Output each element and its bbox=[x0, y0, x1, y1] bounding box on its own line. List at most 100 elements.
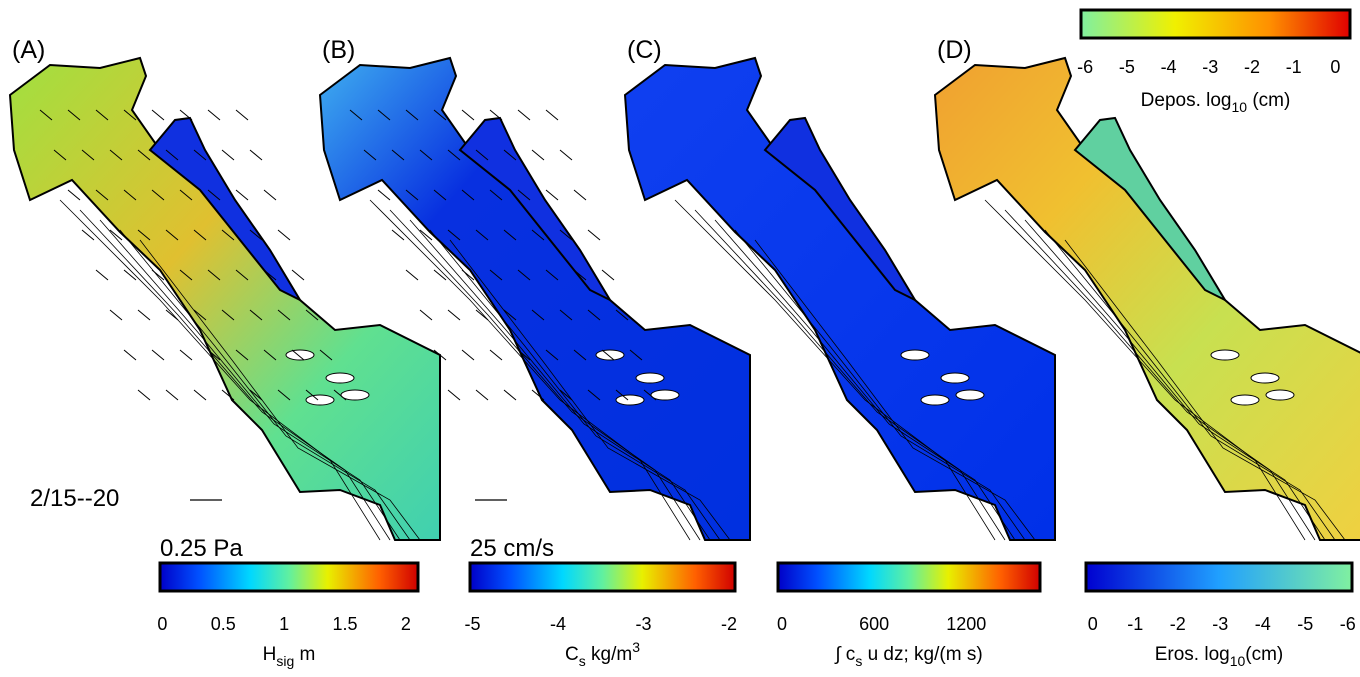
depth-contour bbox=[1044, 229, 1336, 541]
flow-arrow bbox=[95, 269, 109, 281]
colorbar-title: ∫ cs u dz; kg/(m s) bbox=[834, 644, 982, 669]
flow-arrow bbox=[95, 109, 109, 121]
flow-arrow bbox=[475, 389, 489, 401]
flow-arrow bbox=[531, 309, 545, 321]
depth-contour bbox=[984, 199, 1306, 541]
flow-arrow bbox=[207, 109, 221, 121]
flow-arrow bbox=[277, 389, 291, 401]
flow-arrow bbox=[319, 349, 333, 361]
flow-arrow bbox=[363, 149, 377, 161]
flow-arrow bbox=[235, 269, 249, 281]
flow-arrow bbox=[221, 309, 235, 321]
flow-arrow bbox=[489, 349, 503, 361]
title-part: 10 bbox=[1230, 653, 1246, 669]
colorbar-tick-label: 1 bbox=[279, 614, 289, 634]
island bbox=[635, 372, 665, 384]
flow-arrow bbox=[67, 189, 81, 201]
sea-area bbox=[318, 56, 751, 541]
colorbar-tick-label: -4 bbox=[1255, 614, 1271, 634]
flow-arrow bbox=[433, 189, 447, 201]
flow-arrow bbox=[517, 189, 531, 201]
flow-arrow bbox=[517, 349, 531, 361]
title-part: 10 bbox=[1232, 99, 1248, 115]
flow-arrow bbox=[179, 109, 193, 121]
flow-arrow bbox=[151, 349, 165, 361]
coast-islands bbox=[1073, 116, 1228, 303]
flow-arrow bbox=[489, 189, 503, 201]
coast-islands bbox=[763, 116, 918, 303]
flow-arrow bbox=[559, 309, 573, 321]
depth-contour bbox=[1024, 219, 1326, 541]
flow-arrow bbox=[573, 349, 587, 361]
coast-islands bbox=[148, 116, 303, 303]
flow-arrow bbox=[207, 189, 221, 201]
flow-arrow bbox=[419, 229, 433, 241]
sea-area bbox=[8, 56, 441, 541]
flow-arrow bbox=[489, 269, 503, 281]
flow-arrow bbox=[109, 309, 123, 321]
flow-arrow bbox=[249, 309, 263, 321]
depth-contour bbox=[409, 219, 711, 541]
flow-arrow bbox=[53, 149, 67, 161]
depth-contour bbox=[1064, 239, 1346, 541]
flow-arrow bbox=[545, 349, 559, 361]
colorbar-tick-label: -4 bbox=[550, 614, 566, 634]
depth-contour bbox=[449, 239, 731, 541]
map-panel bbox=[318, 56, 751, 541]
flow-arrow bbox=[559, 149, 573, 161]
scale-label: 25 cm/s bbox=[470, 535, 554, 562]
depth-contour bbox=[369, 199, 691, 541]
flow-arrow bbox=[123, 269, 137, 281]
island bbox=[1265, 389, 1295, 401]
colorbar-tick-label: -3 bbox=[1202, 57, 1218, 77]
title-part: C bbox=[565, 644, 579, 665]
flow-arrow bbox=[123, 189, 137, 201]
depth-contour bbox=[59, 199, 381, 541]
colorbar bbox=[1079, 8, 1352, 40]
depth-contour bbox=[1004, 209, 1316, 541]
flow-arrow bbox=[193, 229, 207, 241]
flow-arrow bbox=[207, 269, 221, 281]
flow-arrow bbox=[475, 309, 489, 321]
flow-arrow bbox=[475, 149, 489, 161]
flow-arrow bbox=[349, 109, 363, 121]
title-part: kg/m bbox=[586, 644, 632, 665]
island bbox=[650, 389, 680, 401]
sea-area bbox=[933, 56, 1360, 541]
colorbar-tick-label: 0 bbox=[777, 614, 787, 634]
flow-arrow bbox=[179, 189, 193, 201]
flow-arrow bbox=[601, 269, 615, 281]
flow-arrow bbox=[447, 389, 461, 401]
flow-arrow bbox=[179, 269, 193, 281]
flow-arrow bbox=[391, 229, 405, 241]
flow-arrow bbox=[151, 269, 165, 281]
flow-arrow bbox=[643, 389, 657, 401]
depth-contour bbox=[429, 229, 721, 541]
flow-arrow bbox=[165, 389, 179, 401]
panel-label: (D) bbox=[937, 36, 972, 64]
flow-arrow bbox=[573, 269, 587, 281]
colorbar-tick-label: 0.5 bbox=[211, 614, 236, 634]
title-part: ∫ c bbox=[834, 644, 855, 665]
flow-arrow bbox=[559, 389, 573, 401]
flow-arrow bbox=[137, 149, 151, 161]
flow-arrow bbox=[531, 149, 545, 161]
island bbox=[305, 394, 335, 406]
title-part: (cm) bbox=[1247, 90, 1290, 111]
colorbar-tick-label: -2 bbox=[1170, 614, 1186, 634]
colorbar-tick-label: -6 bbox=[1340, 614, 1356, 634]
island bbox=[285, 349, 315, 361]
flow-arrow bbox=[333, 389, 347, 401]
map-panel bbox=[933, 56, 1360, 541]
flow-arrow bbox=[433, 349, 447, 361]
flow-arrow bbox=[461, 189, 475, 201]
flow-arrow bbox=[123, 349, 137, 361]
flow-arrow bbox=[165, 309, 179, 321]
flow-arrow bbox=[447, 309, 461, 321]
colorbar-tick-label: -4 bbox=[1161, 57, 1177, 77]
flow-arrow bbox=[291, 269, 305, 281]
flow-arrow bbox=[221, 149, 235, 161]
flow-arrow bbox=[377, 109, 391, 121]
flow-arrow bbox=[137, 229, 151, 241]
